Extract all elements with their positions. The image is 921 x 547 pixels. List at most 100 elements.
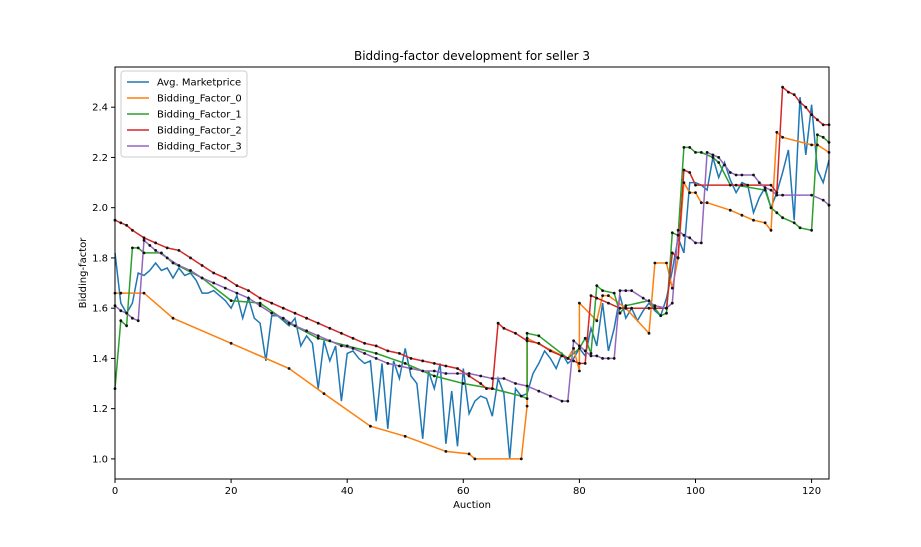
data-point-bidding-factor-1	[345, 344, 349, 348]
data-point-bidding-factor-3	[682, 233, 686, 237]
data-point-bidding-factor-3	[752, 173, 755, 177]
data-point-bidding-factor-2	[200, 264, 204, 267]
data-point-bidding-factor-1	[618, 311, 622, 315]
data-point-bidding-factor-1	[258, 301, 262, 305]
data-point-bidding-factor-3	[125, 311, 128, 315]
data-point-bidding-factor-3	[456, 372, 459, 375]
data-point-bidding-factor-2	[572, 359, 575, 363]
data-point-bidding-factor-1	[810, 228, 813, 232]
data-point-bidding-factor-3	[119, 309, 123, 313]
data-point-bidding-factor-1	[665, 311, 668, 315]
data-point-bidding-factor-2	[670, 251, 674, 255]
data-point-bidding-factor-3	[607, 357, 610, 360]
data-point-bidding-factor-3	[595, 354, 599, 358]
data-point-bidding-factor-1	[682, 146, 686, 149]
data-point-bidding-factor-1	[316, 336, 320, 340]
data-point-bidding-factor-3	[328, 339, 332, 343]
data-point-bidding-factor-1	[717, 161, 721, 164]
data-point-bidding-factor-3	[136, 319, 140, 323]
data-point-bidding-factor-3	[293, 324, 297, 328]
data-point-bidding-factor-3	[148, 244, 152, 247]
data-point-bidding-factor-2	[305, 316, 308, 320]
data-point-bidding-factor-3	[583, 349, 587, 353]
data-point-bidding-factor-1	[688, 146, 692, 149]
data-point-bidding-factor-1	[821, 135, 825, 139]
legend-label-bidding-factor-3: Bidding_Factor_3	[157, 142, 242, 153]
data-point-bidding-factor-1	[519, 394, 523, 398]
data-point-bidding-factor-3	[514, 382, 517, 385]
data-point-bidding-factor-3	[537, 389, 541, 393]
x-tick-label: 100	[686, 486, 705, 497]
data-point-bidding-factor-2	[496, 321, 500, 325]
data-point-bidding-factor-3	[235, 291, 239, 295]
data-point-bidding-factor-1	[781, 216, 784, 220]
data-point-bidding-factor-1	[769, 206, 773, 210]
data-point-bidding-factor-0	[816, 143, 819, 147]
data-point-bidding-factor-1	[229, 299, 233, 302]
data-point-bidding-factor-3	[421, 369, 425, 373]
data-point-bidding-factor-0	[740, 213, 744, 217]
data-point-bidding-factor-2	[212, 271, 216, 275]
data-point-bidding-factor-1	[131, 246, 134, 250]
data-point-bidding-factor-3	[705, 151, 709, 154]
x-tick-label: 0	[112, 486, 118, 497]
data-point-bidding-factor-2	[688, 171, 692, 174]
data-point-bidding-factor-2	[444, 364, 448, 368]
data-point-bidding-factor-3	[728, 171, 732, 174]
data-point-bidding-factor-0	[467, 452, 471, 456]
data-point-bidding-factor-0	[682, 181, 686, 185]
data-point-bidding-factor-3	[699, 241, 703, 245]
data-point-bidding-factor-2	[694, 183, 697, 187]
data-point-bidding-factor-2	[328, 326, 332, 330]
data-point-bidding-factor-2	[270, 301, 274, 305]
data-point-bidding-factor-2	[247, 289, 250, 292]
data-point-bidding-factor-2	[502, 326, 506, 330]
data-point-bidding-factor-3	[589, 354, 593, 358]
data-point-bidding-factor-3	[676, 228, 680, 232]
data-point-bidding-factor-3	[566, 399, 570, 403]
y-tick-label: 2.0	[92, 203, 108, 214]
data-point-bidding-factor-0	[595, 319, 599, 323]
legend-label-bidding-factor-2: Bidding_Factor_2	[157, 126, 242, 137]
data-point-bidding-factor-2	[514, 331, 517, 335]
y-tick-label: 2.4	[92, 103, 108, 114]
data-point-bidding-factor-1	[287, 321, 291, 325]
data-point-bidding-factor-2	[798, 100, 802, 104]
data-point-bidding-factor-0	[781, 135, 784, 139]
data-point-bidding-factor-0	[578, 369, 581, 373]
data-point-bidding-factor-1	[525, 331, 529, 335]
data-point-bidding-factor-3	[386, 362, 390, 365]
x-axis-label: Auction	[453, 500, 491, 511]
data-point-bidding-factor-2	[235, 284, 239, 287]
data-point-bidding-factor-2	[775, 191, 779, 195]
data-point-bidding-factor-0	[728, 208, 732, 212]
data-point-bidding-factor-0	[119, 291, 123, 295]
data-point-bidding-factor-0	[752, 218, 755, 222]
data-point-bidding-factor-2	[560, 354, 564, 358]
data-point-bidding-factor-0	[473, 457, 477, 461]
data-point-bidding-factor-2	[792, 93, 796, 96]
data-point-bidding-factor-2	[142, 236, 146, 240]
data-point-bidding-factor-3	[549, 394, 552, 398]
data-point-bidding-factor-3	[810, 193, 813, 197]
data-point-bidding-factor-3	[525, 384, 529, 388]
legend: Avg. Marketprice Bidding_Factor_0 Bidding_…	[120, 70, 248, 158]
data-point-bidding-factor-0	[665, 261, 668, 265]
data-point-bidding-factor-0	[688, 191, 692, 195]
data-point-bidding-factor-2	[746, 183, 750, 187]
data-point-bidding-factor-1	[711, 156, 715, 159]
data-point-bidding-factor-0	[601, 294, 604, 297]
data-point-bidding-factor-0	[694, 191, 697, 195]
data-point-bidding-factor-2	[607, 301, 610, 305]
data-point-bidding-factor-3	[177, 264, 181, 267]
data-point-bidding-factor-3	[247, 296, 250, 300]
legend-box	[120, 70, 248, 158]
data-point-bidding-factor-3	[670, 301, 674, 305]
data-point-bidding-factor-1	[374, 352, 378, 355]
data-point-bidding-factor-0	[403, 434, 407, 438]
data-point-bidding-factor-2	[781, 85, 784, 89]
data-point-bidding-factor-2	[816, 118, 819, 122]
data-point-bidding-factor-2	[432, 362, 436, 365]
data-point-bidding-factor-2	[258, 296, 262, 300]
